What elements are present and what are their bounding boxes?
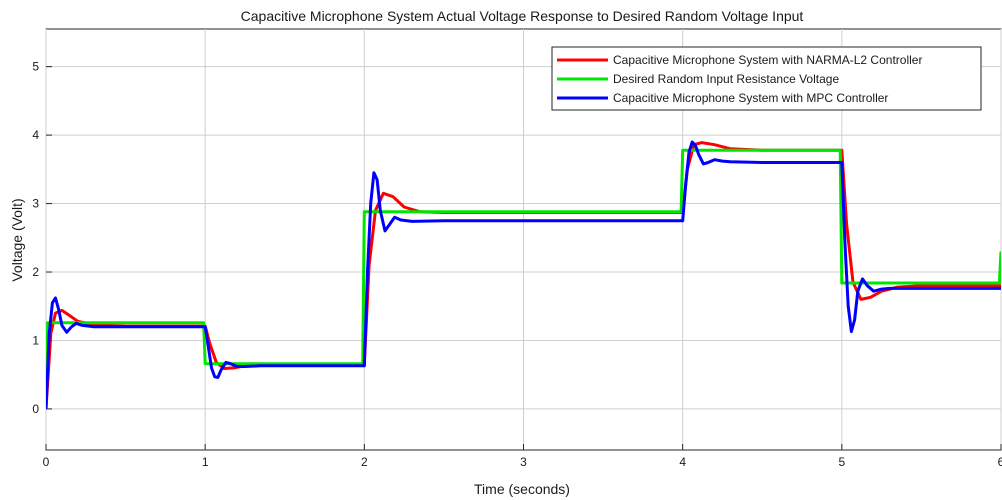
- x-tick-label: 4: [679, 455, 686, 469]
- x-tick-label: 3: [520, 455, 527, 469]
- y-tick-label: 2: [32, 265, 39, 279]
- legend-entry: Capacitive Microphone System with MPC Co…: [613, 91, 888, 105]
- y-axis-label: Voltage (Volt): [9, 198, 25, 281]
- x-axis-label: Time (seconds): [474, 481, 570, 497]
- legend: Capacitive Microphone System with NARMA-…: [552, 47, 981, 110]
- y-tick-label: 0: [32, 402, 39, 416]
- x-tick-label: 1: [202, 455, 209, 469]
- y-tick-label: 5: [32, 60, 39, 74]
- x-tick-label: 0: [43, 455, 50, 469]
- x-tick-label: 6: [998, 455, 1002, 469]
- x-tick-label: 2: [361, 455, 368, 469]
- y-tick-label: 3: [32, 197, 39, 211]
- legend-entry: Capacitive Microphone System with NARMA-…: [613, 53, 922, 67]
- x-tick-label: 5: [838, 455, 845, 469]
- legend-entry: Desired Random Input Resistance Voltage: [613, 72, 839, 86]
- chart-title: Capacitive Microphone System Actual Volt…: [241, 8, 804, 24]
- y-tick-label: 1: [32, 333, 39, 347]
- y-tick-label: 4: [32, 128, 39, 142]
